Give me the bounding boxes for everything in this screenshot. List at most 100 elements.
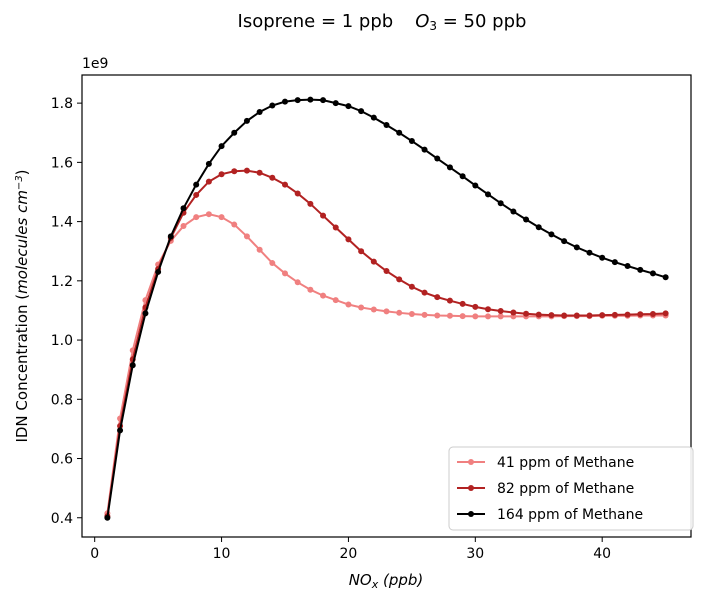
data-point [383,308,390,315]
data-point [497,313,504,320]
data-point [167,233,174,240]
data-point [383,122,390,129]
y-label-plain: IDN Concentration ( [13,294,31,443]
data-point [243,117,250,124]
data-point [421,311,428,318]
series-3 [104,96,669,521]
legend-marker-swatch [468,511,474,517]
data-point [218,171,225,178]
title-o3-value: = 50 ppb [437,11,526,32]
data-point [561,238,568,245]
data-point [561,312,568,319]
data-point [535,224,542,231]
data-point [370,306,377,313]
data-point [446,164,453,171]
data-point [282,270,288,277]
data-point [624,311,631,318]
data-point [434,294,441,301]
data-point [548,231,555,238]
data-point [535,311,542,318]
data-point [307,96,314,103]
legend-label: 41 ppm of Methane [497,455,634,471]
data-point [510,208,517,215]
legend-marker-swatch [468,459,474,465]
data-point [320,292,327,299]
data-point [117,427,124,434]
data-point [586,312,593,319]
chart-title: Isoprene = 1 ppb O3 = 50 ppb [238,11,527,33]
data-point [421,289,428,296]
data-point [180,205,187,212]
data-point [383,268,390,275]
data-point [459,173,466,180]
data-point [345,103,352,110]
data-point [193,191,200,198]
data-point [573,312,580,319]
data-point [218,214,225,221]
plot-area-frame [81,74,692,538]
data-point [332,100,339,107]
data-point [129,362,136,369]
data-point [332,224,339,231]
data-point [231,221,238,228]
data-point [472,303,479,310]
x-label-subscript: x [371,578,379,591]
data-point [573,244,580,251]
data-point [485,191,491,198]
data-point [345,301,352,308]
x-axis-ticks: 0 10 20 30 40 [90,537,611,562]
y-axis-label: IDN Concentration (molecules cm−3) [13,169,31,442]
data-point [421,146,428,153]
data-point [408,283,415,290]
data-point [269,174,276,181]
data-point [485,306,491,313]
data-point [408,138,415,145]
title-o3-base: O [415,11,429,32]
data-point [662,274,669,281]
data-point [662,310,669,317]
title-isoprene: Isoprene = 1 ppb [238,11,394,32]
data-point [548,312,555,319]
data-point [358,304,365,311]
data-point [599,312,606,319]
y-tick-label: 1.6 [51,155,73,171]
data-point [523,310,530,317]
y-axis-multiplier: 1e9 [82,56,108,72]
y-tick-label: 1.8 [51,96,73,112]
data-point [205,178,212,185]
y-tick-label: 0.6 [51,452,73,468]
data-point [485,313,491,320]
legend-item: 82 ppm of Methane [457,481,634,497]
data-point [243,167,250,174]
data-point [637,266,644,273]
data-point [218,143,225,150]
data-point [599,254,606,261]
x-tick-label: 20 [340,546,358,562]
data-point [320,212,327,219]
data-point [396,276,403,283]
data-point [370,258,377,265]
y-tick-label: 1.4 [51,215,73,231]
data-point [446,312,453,319]
legend-item: 41 ppm of Methane [457,455,634,471]
data-point [459,300,466,307]
data-point [472,182,479,189]
data-point [193,214,200,221]
data-point [320,97,327,104]
y-axis-ticks: 0.4 0.6 0.8 1.0 1.2 1.4 1.6 1.8 [51,96,82,527]
data-point [408,311,415,317]
legend-label: 164 ppm of Methane [497,507,643,523]
data-point [294,97,301,104]
data-point [358,108,365,115]
data-point [370,114,377,121]
data-point [256,109,263,116]
x-tick-label: 40 [593,546,611,562]
data-point [624,263,631,270]
data-point [472,313,479,320]
x-label-base: NO [349,571,372,589]
data-point [282,181,288,188]
data-point [434,312,441,319]
x-label-unit: (ppb) [378,571,423,589]
series-2 [104,167,669,520]
y-label-italic: molecules cm [13,190,31,294]
